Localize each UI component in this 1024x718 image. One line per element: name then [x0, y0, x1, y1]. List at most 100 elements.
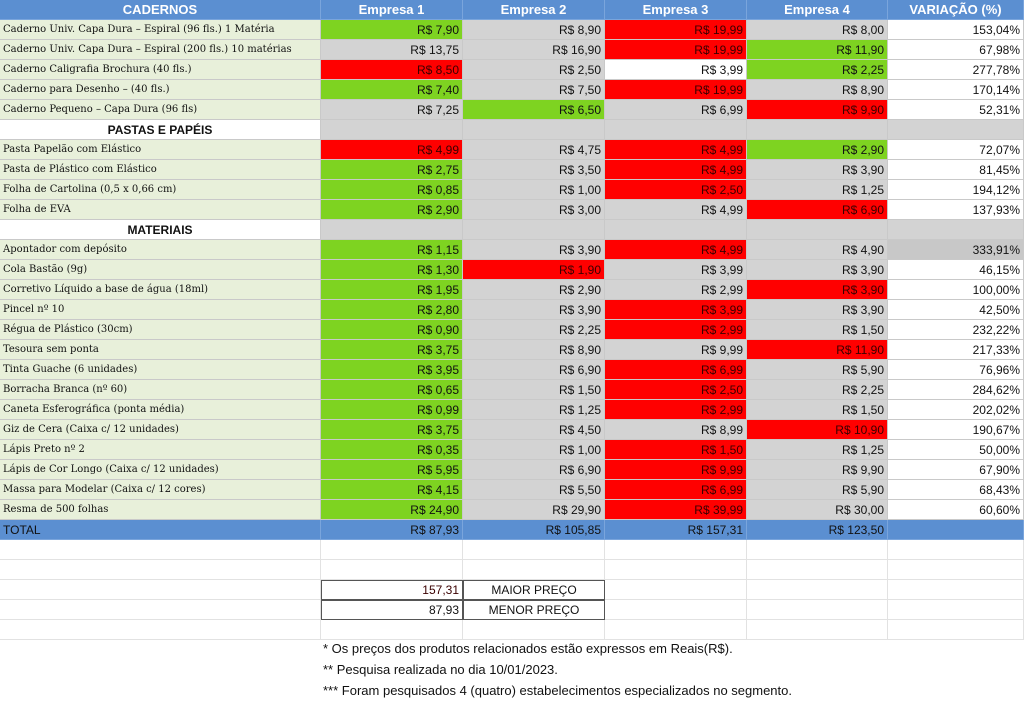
variation-cell[interactable]: 277,78%	[888, 60, 1024, 80]
price-cell-empresa-4[interactable]: R$ 1,50	[747, 400, 888, 420]
price-cell-empresa-4[interactable]: R$ 2,25	[747, 60, 888, 80]
variation-cell[interactable]: 50,00%	[888, 440, 1024, 460]
price-cell-empresa-3[interactable]: R$ 2,99	[605, 280, 747, 300]
legend-min-swatch[interactable]: 87,93	[321, 600, 463, 620]
section-empty-cell[interactable]	[888, 220, 1024, 240]
section-empty-cell[interactable]	[747, 120, 888, 140]
section-title[interactable]: MATERIAIS	[0, 220, 321, 240]
variation-cell[interactable]: 190,67%	[888, 420, 1024, 440]
price-cell-empresa-2[interactable]: R$ 1,00	[463, 180, 605, 200]
price-cell-empresa-4[interactable]: R$ 2,25	[747, 380, 888, 400]
empty-cell[interactable]	[463, 560, 605, 580]
price-cell-empresa-4[interactable]: R$ 8,00	[747, 20, 888, 40]
price-cell-empresa-1[interactable]: R$ 8,50	[321, 60, 463, 80]
variation-cell[interactable]: 170,14%	[888, 80, 1024, 100]
total-empresa-1[interactable]: R$ 87,93	[321, 520, 463, 540]
empty-cell[interactable]	[888, 600, 1024, 620]
product-name-cell[interactable]: Caderno Caligrafia Brochura (40 fls.)	[0, 60, 321, 80]
empty-cell[interactable]	[321, 540, 463, 560]
header-empresa-1[interactable]: Empresa 1	[321, 0, 463, 20]
price-cell-empresa-2[interactable]: R$ 8,90	[463, 20, 605, 40]
variation-cell[interactable]: 232,22%	[888, 320, 1024, 340]
price-cell-empresa-4[interactable]: R$ 8,90	[747, 80, 888, 100]
empty-cell[interactable]	[888, 620, 1024, 640]
price-cell-empresa-4[interactable]: R$ 1,25	[747, 440, 888, 460]
price-cell-empresa-2[interactable]: R$ 1,50	[463, 380, 605, 400]
price-cell-empresa-2[interactable]: R$ 3,00	[463, 200, 605, 220]
product-name-cell[interactable]: Pasta de Plástico com Elástico	[0, 160, 321, 180]
price-cell-empresa-3[interactable]: R$ 3,99	[605, 300, 747, 320]
product-name-cell[interactable]: Cola Bastão (9g)	[0, 260, 321, 280]
price-cell-empresa-2[interactable]: R$ 2,25	[463, 320, 605, 340]
price-cell-empresa-3[interactable]: R$ 2,99	[605, 400, 747, 420]
header-variacao[interactable]: VARIAÇÃO (%)	[888, 0, 1024, 20]
price-cell-empresa-1[interactable]: R$ 4,99	[321, 140, 463, 160]
legend-max-label[interactable]: MAIOR PREÇO	[463, 580, 605, 600]
product-name-cell[interactable]: Folha de EVA	[0, 200, 321, 220]
empty-cell[interactable]	[605, 580, 747, 600]
section-empty-cell[interactable]	[605, 220, 747, 240]
price-cell-empresa-2[interactable]: R$ 6,90	[463, 360, 605, 380]
variation-cell[interactable]: 46,15%	[888, 260, 1024, 280]
product-name-cell[interactable]: Tesoura sem ponta	[0, 340, 321, 360]
price-cell-empresa-4[interactable]: R$ 5,90	[747, 480, 888, 500]
empty-cell[interactable]	[605, 540, 747, 560]
variation-cell[interactable]: 52,31%	[888, 100, 1024, 120]
product-name-cell[interactable]: Pasta Papelão com Elástico	[0, 140, 321, 160]
price-cell-empresa-1[interactable]: R$ 1,95	[321, 280, 463, 300]
variation-cell[interactable]: 333,91%	[888, 240, 1024, 260]
price-cell-empresa-1[interactable]: R$ 3,95	[321, 360, 463, 380]
section-empty-cell[interactable]	[321, 220, 463, 240]
price-cell-empresa-4[interactable]: R$ 1,25	[747, 180, 888, 200]
price-cell-empresa-4[interactable]: R$ 30,00	[747, 500, 888, 520]
variation-cell[interactable]: 284,62%	[888, 380, 1024, 400]
section-title[interactable]: PASTAS E PAPÉIS	[0, 120, 321, 140]
price-cell-empresa-1[interactable]: R$ 3,75	[321, 420, 463, 440]
total-empresa-2[interactable]: R$ 105,85	[463, 520, 605, 540]
price-cell-empresa-2[interactable]: R$ 6,90	[463, 460, 605, 480]
price-cell-empresa-1[interactable]: R$ 0,85	[321, 180, 463, 200]
price-cell-empresa-2[interactable]: R$ 29,90	[463, 500, 605, 520]
price-cell-empresa-3[interactable]: R$ 19,99	[605, 20, 747, 40]
product-name-cell[interactable]: Apontador com depósito	[0, 240, 321, 260]
price-cell-empresa-3[interactable]: R$ 9,99	[605, 340, 747, 360]
variation-cell[interactable]: 153,04%	[888, 20, 1024, 40]
section-empty-cell[interactable]	[321, 120, 463, 140]
price-cell-empresa-3[interactable]: R$ 9,99	[605, 460, 747, 480]
empty-cell[interactable]	[747, 540, 888, 560]
price-cell-empresa-1[interactable]: R$ 4,15	[321, 480, 463, 500]
empty-cell[interactable]	[0, 620, 321, 640]
price-cell-empresa-2[interactable]: R$ 1,25	[463, 400, 605, 420]
price-cell-empresa-2[interactable]: R$ 4,50	[463, 420, 605, 440]
product-name-cell[interactable]: Lápis Preto nº 2	[0, 440, 321, 460]
price-cell-empresa-3[interactable]: R$ 2,99	[605, 320, 747, 340]
price-cell-empresa-1[interactable]: R$ 3,75	[321, 340, 463, 360]
empty-cell[interactable]	[0, 580, 321, 600]
product-name-cell[interactable]: Pincel nº 10	[0, 300, 321, 320]
section-empty-cell[interactable]	[605, 120, 747, 140]
empty-cell[interactable]	[747, 600, 888, 620]
price-cell-empresa-1[interactable]: R$ 1,30	[321, 260, 463, 280]
empty-cell[interactable]	[463, 620, 605, 640]
price-cell-empresa-4[interactable]: R$ 4,90	[747, 240, 888, 260]
price-cell-empresa-2[interactable]: R$ 3,90	[463, 240, 605, 260]
price-cell-empresa-3[interactable]: R$ 2,50	[605, 380, 747, 400]
price-cell-empresa-2[interactable]: R$ 3,90	[463, 300, 605, 320]
empty-cell[interactable]	[463, 540, 605, 560]
price-cell-empresa-4[interactable]: R$ 3,90	[747, 260, 888, 280]
price-cell-empresa-4[interactable]: R$ 10,90	[747, 420, 888, 440]
price-cell-empresa-3[interactable]: R$ 4,99	[605, 240, 747, 260]
empty-cell[interactable]	[0, 560, 321, 580]
empty-cell[interactable]	[605, 620, 747, 640]
price-cell-empresa-4[interactable]: R$ 1,50	[747, 320, 888, 340]
empty-cell[interactable]	[888, 560, 1024, 580]
empty-cell[interactable]	[747, 580, 888, 600]
empty-cell[interactable]	[747, 620, 888, 640]
price-cell-empresa-4[interactable]: R$ 9,90	[747, 460, 888, 480]
price-cell-empresa-1[interactable]: R$ 2,75	[321, 160, 463, 180]
price-cell-empresa-2[interactable]: R$ 8,90	[463, 340, 605, 360]
price-cell-empresa-3[interactable]: R$ 6,99	[605, 480, 747, 500]
price-cell-empresa-4[interactable]: R$ 11,90	[747, 40, 888, 60]
header-empresa-4[interactable]: Empresa 4	[747, 0, 888, 20]
price-cell-empresa-1[interactable]: R$ 7,90	[321, 20, 463, 40]
